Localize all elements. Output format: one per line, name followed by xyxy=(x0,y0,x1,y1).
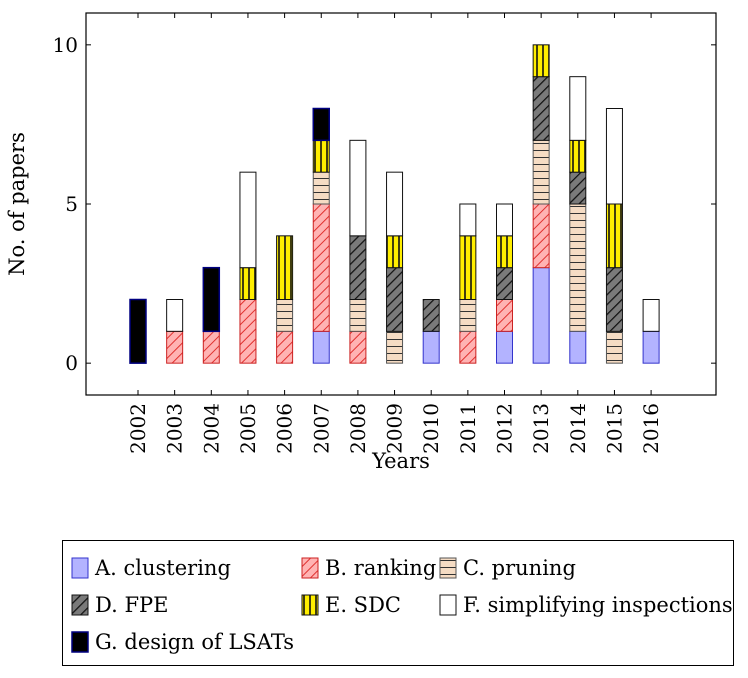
legend-label-sdc: E. SDC xyxy=(325,593,401,617)
y-axis-label: No. of papers xyxy=(5,132,29,276)
stacked-bar-chart: 0 5 10 2002 2003 2004 2005 2006 2007 2008 2009 201… xyxy=(5,12,717,473)
bar-2008-c xyxy=(349,299,367,332)
bar-2012-b xyxy=(496,299,513,332)
bar-2013-c xyxy=(532,139,550,205)
bar-2012-d xyxy=(496,267,513,300)
legend-label-design-of-lsats: G. design of LSATs xyxy=(95,630,295,654)
bar-2016-a xyxy=(642,330,660,364)
bar-2012-e xyxy=(496,235,513,269)
bar-2003-b xyxy=(166,330,184,364)
y-tick-label: 0 xyxy=(65,351,78,375)
bar-2012-f xyxy=(496,203,513,237)
legend-item-clustering: A. clustering xyxy=(71,556,231,580)
bar-2003-f xyxy=(166,299,184,332)
bar-2014-a xyxy=(569,330,587,364)
legend-swatch-sdc xyxy=(301,594,319,616)
bar-2006-b xyxy=(276,330,294,364)
bar-2014-c xyxy=(569,203,587,332)
legend-label-fpe: D. FPE xyxy=(95,593,169,617)
y-tick-label: 10 xyxy=(53,33,78,57)
x-tick-label-2014: 2014 xyxy=(566,403,590,454)
legend-swatch-ranking xyxy=(301,557,319,579)
bar-2014-e xyxy=(569,139,587,173)
x-tick-label-2003: 2003 xyxy=(163,403,187,454)
x-axis-label: Years xyxy=(371,449,430,473)
legend-item-fpe: D. FPE xyxy=(71,593,168,617)
legend-item-design-of-lsats: G. design of LSATs xyxy=(71,630,294,654)
bar-2008-f xyxy=(349,139,367,237)
bar-2007-g xyxy=(312,107,330,142)
bar-2008-d xyxy=(349,235,367,300)
bar-2005-b xyxy=(239,299,257,364)
bar-2007-a xyxy=(312,330,330,364)
chart-legend: A. clustering B. ranking C. pruning D. F… xyxy=(62,540,734,666)
legend-swatch-fpe xyxy=(71,594,89,616)
bar-2009-e xyxy=(386,235,404,269)
y-axis-ticks: 0 5 10 xyxy=(53,33,716,375)
bar-2009-c xyxy=(386,330,404,364)
legend-item-pruning: C. pruning xyxy=(439,556,576,580)
bar-2008-b xyxy=(349,330,367,364)
bar-2014-d xyxy=(569,171,587,205)
legend-swatch-pruning xyxy=(439,557,457,579)
bar-2005-e xyxy=(239,267,257,300)
x-tick-label-2009: 2009 xyxy=(383,403,407,454)
x-tick-label-2008: 2008 xyxy=(346,403,370,454)
x-tick-label-2016: 2016 xyxy=(639,403,663,454)
x-tick-label-2011: 2011 xyxy=(456,403,480,454)
legend-swatch-design-of-lsats xyxy=(71,631,89,653)
bar-2006-c xyxy=(276,299,294,332)
bar-2013-b xyxy=(532,203,550,269)
bar-2012-a xyxy=(496,330,513,364)
bar-2013-d xyxy=(532,76,550,141)
bar-2009-d xyxy=(386,267,404,332)
bar-2011-e xyxy=(459,235,477,300)
bar-2009-f xyxy=(386,171,404,237)
bar-2002-g xyxy=(129,298,147,364)
bar-2011-f xyxy=(459,203,477,237)
legend-label-clustering: A. clustering xyxy=(95,556,231,580)
legend-item-simplifying-inspections: F. simplifying inspections xyxy=(439,593,733,617)
bar-2016-f xyxy=(642,299,660,332)
bar-2011-c xyxy=(459,299,477,332)
bar-2013-a xyxy=(532,267,550,364)
bar-2007-b xyxy=(312,203,330,332)
legend-swatch-simplifying-inspections xyxy=(439,594,457,616)
y-tick-label: 5 xyxy=(65,192,78,216)
bar-2014-f xyxy=(569,76,587,141)
bar-2004-b xyxy=(202,330,220,364)
bar-2015-c xyxy=(605,330,623,364)
legend-swatch-clustering xyxy=(71,557,89,579)
bar-2010-d xyxy=(422,299,440,332)
bar-2015-f xyxy=(605,108,623,205)
bar-2015-d xyxy=(605,267,623,332)
x-tick-label-2004: 2004 xyxy=(199,403,223,454)
legend-label-pruning: C. pruning xyxy=(463,556,576,580)
x-tick-label-2015: 2015 xyxy=(602,403,626,454)
x-tick-label-2005: 2005 xyxy=(236,403,260,454)
legend-label-ranking: B. ranking xyxy=(325,556,437,580)
x-tick-label-2006: 2006 xyxy=(273,403,297,454)
bar-2010-a xyxy=(422,330,440,364)
bar-2007-e xyxy=(312,139,330,173)
legend-label-simplifying-inspections: F. simplifying inspections xyxy=(463,593,733,617)
x-tick-label-2012: 2012 xyxy=(493,403,517,454)
x-tick-label-2002: 2002 xyxy=(126,403,150,454)
bar-2005-f xyxy=(239,171,257,269)
x-tick-label-2013: 2013 xyxy=(529,403,553,454)
bar-2007-c xyxy=(312,171,330,205)
legend-item-ranking: B. ranking xyxy=(301,556,436,580)
bar-2013-e xyxy=(532,44,550,78)
bar-2004-g xyxy=(202,266,221,333)
bar-2011-b xyxy=(459,330,477,364)
bar-2006-e xyxy=(276,235,294,300)
x-tick-label-2007: 2007 xyxy=(309,403,333,454)
legend-item-sdc: E. SDC xyxy=(301,593,401,617)
bar-2015-e xyxy=(605,203,623,269)
bars-layer xyxy=(129,44,660,364)
x-tick-label-2010: 2010 xyxy=(419,403,443,454)
x-axis-ticks: 2002 2003 2004 2005 2006 2007 2008 2009 2010 2011… xyxy=(126,13,663,454)
